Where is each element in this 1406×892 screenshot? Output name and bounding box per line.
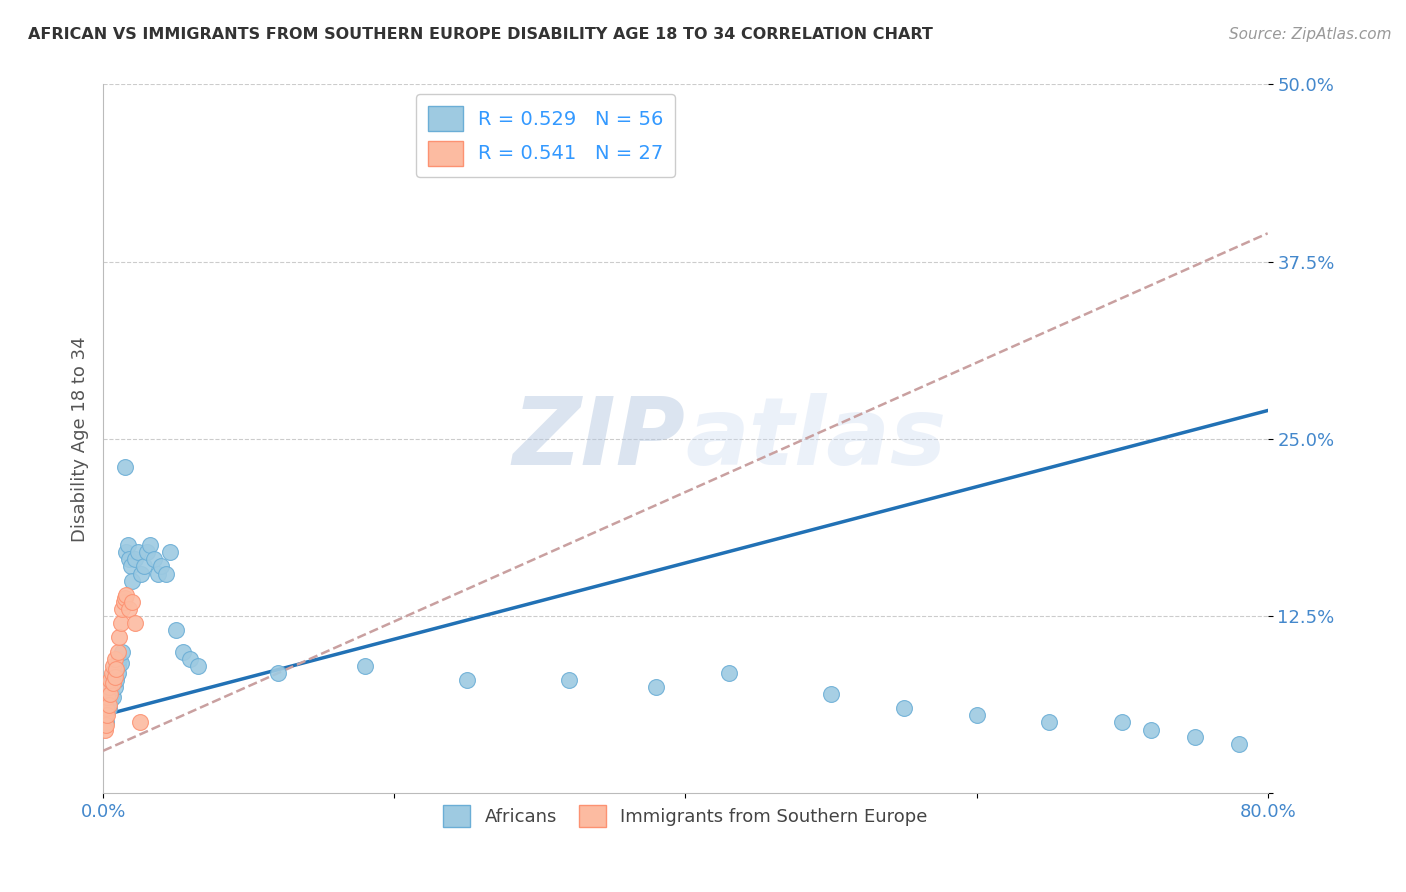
Point [107,665,129,680]
Point [93,708,115,723]
Point [1111,715,1133,730]
Point [104,662,127,676]
Point [138,538,160,552]
Point [114,460,136,475]
Point [143,552,166,566]
Point [107,658,129,673]
Point [150,559,173,574]
Point [97,680,120,694]
Text: Source: ZipAtlas.com: Source: ZipAtlas.com [1229,27,1392,42]
Point [1184,730,1206,744]
Point [94,701,117,715]
Point [97,680,120,694]
Point [117,538,139,552]
Point [110,656,132,670]
Point [159,545,181,559]
Point [105,673,128,687]
Point [128,715,150,730]
Point [114,591,136,605]
Point [100,673,122,687]
Point [558,673,581,687]
Point [893,701,915,715]
Point [101,673,124,687]
Point [115,588,138,602]
Point [93,723,115,737]
Point [103,675,125,690]
Point [107,644,129,658]
Text: atlas: atlas [685,392,946,485]
Point [108,651,131,665]
Point [718,665,741,680]
Point [127,545,149,559]
Point [101,687,124,701]
Point [100,687,122,701]
Point [132,559,155,574]
Point [97,701,120,715]
Point [96,690,118,704]
Point [148,566,170,581]
Point [354,658,377,673]
Point [108,631,131,645]
Point [111,644,134,658]
Point [94,715,117,730]
Point [165,624,187,638]
Point [110,616,132,631]
Point [94,694,117,708]
Point [179,651,201,665]
Point [1038,715,1060,730]
Point [104,680,127,694]
Legend: Africans, Immigrants from Southern Europe: Africans, Immigrants from Southern Europ… [436,797,935,834]
Point [111,602,134,616]
Point [118,602,141,616]
Point [118,552,141,566]
Point [103,658,125,673]
Point [121,574,143,588]
Point [124,552,146,566]
Point [1140,723,1163,737]
Text: AFRICAN VS IMMIGRANTS FROM SOUTHERN EUROPE DISABILITY AGE 18 TO 34 CORRELATION C: AFRICAN VS IMMIGRANTS FROM SOUTHERN EURO… [28,27,934,42]
Point [93,708,115,723]
Text: ZIP: ZIP [513,392,685,485]
Point [97,698,120,713]
Point [100,680,122,694]
Point [112,595,135,609]
Point [104,651,127,665]
Point [96,684,118,698]
Point [155,566,177,581]
Point [172,644,194,658]
Point [120,559,142,574]
Point [101,665,124,680]
Point [121,595,143,609]
Point [103,670,125,684]
Point [135,545,157,559]
Point [267,665,290,680]
Point [645,680,668,694]
Point [129,566,152,581]
Point [94,718,117,732]
Point [103,690,125,704]
Point [100,694,122,708]
Point [966,708,988,723]
Point [124,616,146,631]
Point [104,670,127,684]
Point [96,704,118,718]
Point [820,687,842,701]
Point [456,673,478,687]
Point [105,662,128,676]
Point [187,658,209,673]
Point [1227,737,1250,751]
Point [115,545,138,559]
Y-axis label: Disability Age 18 to 34: Disability Age 18 to 34 [72,336,89,541]
Point [96,708,118,723]
